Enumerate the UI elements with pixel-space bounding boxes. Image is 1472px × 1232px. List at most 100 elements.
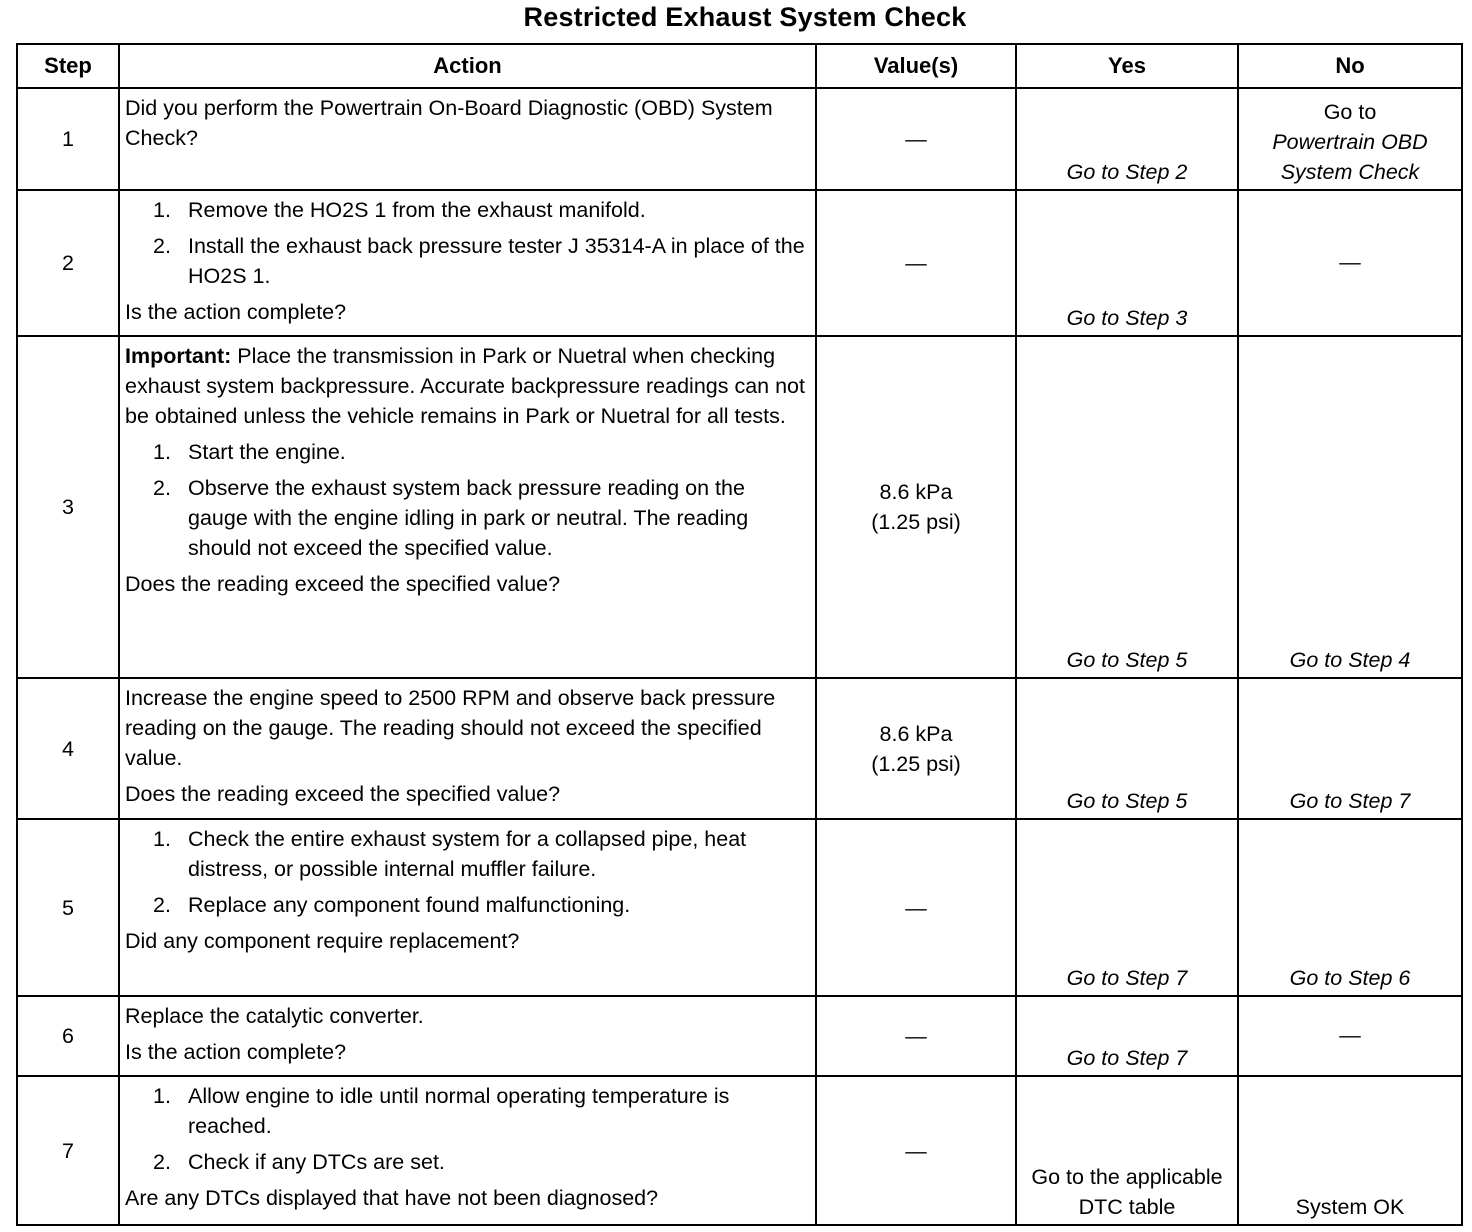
- value-cell: —: [815, 189, 1017, 337]
- list-number: 1.: [153, 440, 171, 464]
- action-cell: Did you perform the Powertrain On-Board …: [118, 87, 817, 191]
- no-result: Go to Step 6: [1289, 966, 1411, 990]
- no-cell: Go to Step 4: [1237, 335, 1463, 679]
- paragraph-text: Does the reading exceed the specified va…: [125, 572, 561, 596]
- paragraph-text: Is the action complete?: [125, 1040, 347, 1064]
- action-cell: 1. Check the entire exhaust system for a …: [118, 818, 817, 997]
- list-text: Replace any component found malfunctioni…: [188, 893, 631, 917]
- yes-result: Go to Step 2: [1066, 160, 1188, 184]
- table-row: 6 Replace the catalytic converter. Is the …: [16, 995, 1463, 1077]
- yes-cell: Go to Step 5: [1015, 677, 1239, 820]
- no-cell: —: [1237, 189, 1463, 337]
- value-cell: 8.6 kPa (1.25 psi): [815, 677, 1017, 820]
- action-paragraph: Are any DTCs displayed that have not bee…: [125, 1183, 810, 1213]
- table-row: 5 1. Check the entire exhaust system for a…: [16, 818, 1463, 997]
- list-number: 2.: [153, 1150, 171, 1174]
- yes-result: Go to Step 5: [1066, 789, 1188, 813]
- paragraph-text: Increase the engine speed to 2500 RPM an…: [125, 686, 776, 770]
- paragraph-text: Is the action complete?: [125, 300, 347, 324]
- action-paragraph: Does the reading exceed the specified va…: [125, 779, 810, 809]
- header-row: Step Action Value(s) Yes No: [16, 43, 1463, 89]
- action-paragraph: Increase the engine speed to 2500 RPM an…: [125, 683, 810, 773]
- value-cell: —: [815, 87, 1017, 191]
- paragraph-text: Does the reading exceed the specified va…: [125, 782, 561, 806]
- yes-cell: Go to Step 3: [1015, 189, 1239, 337]
- list-number: 2.: [153, 234, 171, 258]
- yes-cell: Go to Step 7: [1015, 818, 1239, 997]
- important-label: Important:: [125, 344, 232, 368]
- value-line: (1.25 psi): [871, 751, 961, 776]
- action-cell: Increase the engine speed to 2500 RPM an…: [118, 677, 817, 820]
- paragraph-text: Did you perform the Powertrain On-Board …: [125, 96, 773, 150]
- value-cell: —: [815, 1075, 1017, 1226]
- step-number: 2: [16, 189, 120, 337]
- action-cell: 1. Allow engine to idle until normal oper…: [118, 1075, 817, 1226]
- list-number: 2.: [153, 476, 171, 500]
- page-title: Restricted Exhaust System Check: [523, 2, 967, 32]
- value-line: —: [905, 127, 927, 151]
- action-paragraph: Replace the catalytic converter.: [125, 1001, 810, 1031]
- no-cell: System OK: [1237, 1075, 1463, 1226]
- table-row: 2 1. Remove the HO2S 1 from the exhaust ma…: [16, 189, 1463, 337]
- list-number: 1.: [153, 827, 171, 851]
- dash: —: [1339, 250, 1361, 274]
- yes-result: Go to Step 7: [1066, 1046, 1188, 1070]
- value-line: —: [905, 895, 927, 920]
- table-row: 4 Increase the engine speed to 2500 RPM a…: [16, 677, 1463, 820]
- header-values: Value(s): [815, 43, 1017, 89]
- value-line: 8.6 kPa: [879, 480, 953, 504]
- yes-cell: Go to Step 2: [1015, 87, 1239, 191]
- value-cell: —: [815, 995, 1017, 1077]
- table-row: 3 Important: Place the transmission in Pa…: [16, 335, 1463, 679]
- list-text: Check the entire exhaust system for a co…: [188, 827, 747, 881]
- list-number: 2.: [153, 893, 171, 917]
- step-number: 1: [16, 87, 120, 191]
- list-text: Observe the exhaust system back pressure…: [188, 476, 749, 560]
- paragraph-text: Did any component require replacement?: [125, 929, 520, 953]
- value-cell: —: [815, 818, 1017, 997]
- paragraph-text: Replace the catalytic converter.: [125, 1004, 424, 1028]
- list-number: 1.: [153, 1084, 171, 1108]
- value-line: (1.25 psi): [871, 510, 961, 534]
- action-paragraph: Is the action complete?: [125, 1037, 810, 1067]
- value-cell: 8.6 kPa (1.25 psi): [815, 335, 1017, 679]
- list-text: Check if any DTCs are set.: [188, 1150, 445, 1174]
- value-line: 8.6 kPa: [879, 721, 953, 746]
- step-number: 5: [16, 818, 120, 997]
- step-number: 6: [16, 995, 120, 1077]
- value-line: —: [905, 1138, 927, 1163]
- dash: —: [1339, 1023, 1361, 1047]
- no-cell: Go to Step 6: [1237, 818, 1463, 997]
- header-step: Step: [16, 43, 120, 89]
- list-text: Install the exhaust back pressure tester…: [188, 234, 805, 288]
- no-cell: Go to Step 7: [1237, 677, 1463, 820]
- action-list-item: 1. Check the entire exhaust system for a …: [153, 824, 810, 884]
- action-list-item: 1. Start the engine.: [153, 437, 810, 467]
- step-number: 4: [16, 677, 120, 820]
- no-result: Go to Step 7: [1289, 789, 1411, 813]
- action-list-item: 2. Check if any DTCs are set.: [153, 1147, 810, 1177]
- no-result: Go to Step 4: [1289, 648, 1411, 672]
- paragraph-text: Are any DTCs displayed that have not bee…: [125, 1186, 659, 1210]
- header-yes: Yes: [1015, 43, 1239, 89]
- no-cell: —: [1237, 995, 1463, 1077]
- yes-result: Go to Step 5: [1066, 648, 1188, 672]
- list-text: Start the engine.: [188, 440, 346, 464]
- action-paragraph: Important: Place the transmission in Par…: [125, 341, 810, 431]
- yes-result: Go to Step 7: [1066, 966, 1188, 990]
- list-number: 1.: [153, 198, 171, 222]
- step-number: 3: [16, 335, 120, 679]
- yes-cell: Go to Step 5: [1015, 335, 1239, 679]
- action-paragraph: Is the action complete?: [125, 297, 810, 327]
- action-paragraph: Did any component require replacement?: [125, 926, 810, 956]
- action-list-item: 2. Observe the exhaust system back pressu…: [153, 473, 810, 563]
- yes-cell: Go to Step 7: [1015, 995, 1239, 1077]
- no-result: System OK: [1295, 1195, 1405, 1219]
- no-result: Powertrain OBD System Check: [1272, 130, 1428, 184]
- header-no: No: [1237, 43, 1463, 89]
- action-cell: Replace the catalytic converter. Is the a…: [118, 995, 817, 1077]
- value-line: —: [905, 251, 927, 275]
- paragraph-text: Place the transmission in Park or Nuetra…: [125, 344, 805, 428]
- action-list-item: 2. Replace any component found malfunctio…: [153, 890, 810, 920]
- no-result: Go to: [1323, 100, 1377, 124]
